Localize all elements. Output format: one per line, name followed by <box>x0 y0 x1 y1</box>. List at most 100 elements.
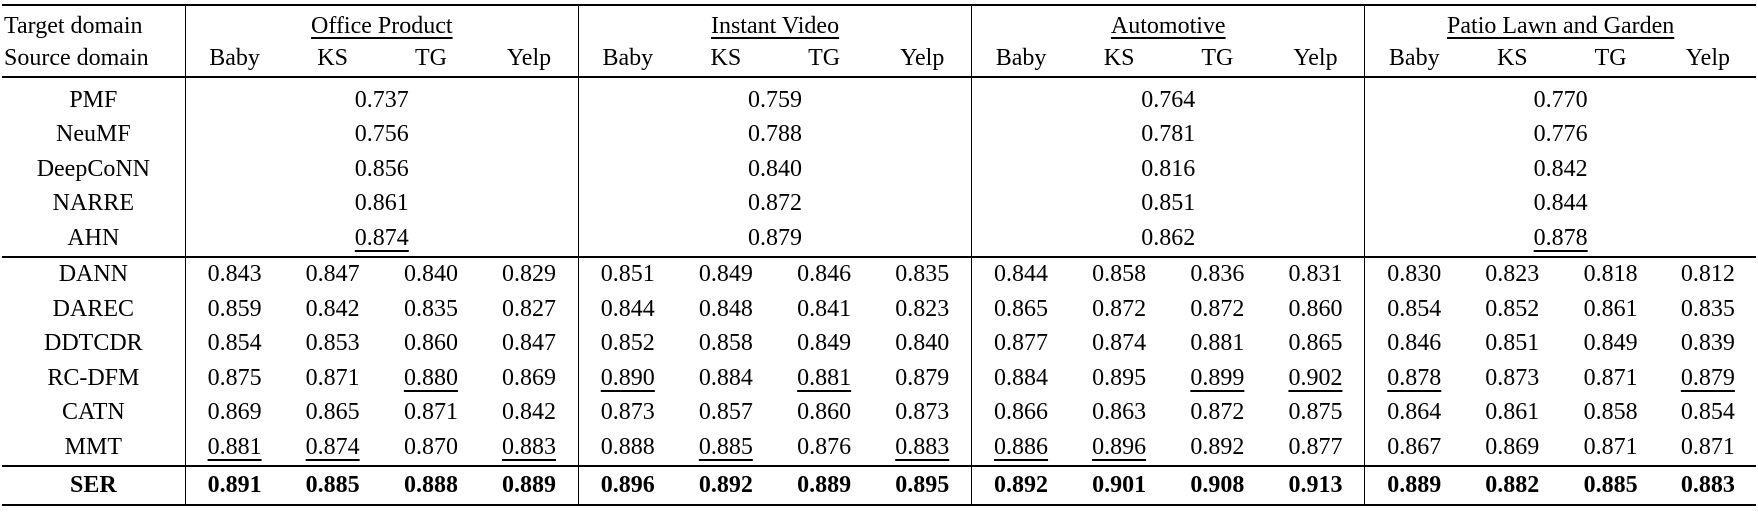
group-header-automotive: Automotive <box>971 4 1365 41</box>
table-cell: 0.885 <box>1561 464 1660 506</box>
table-cell: 0.851 <box>971 186 1365 221</box>
table-cell: 0.883 <box>502 433 556 460</box>
table-cell: 0.812 <box>1659 255 1756 292</box>
table-cell: 0.876 <box>797 433 852 460</box>
table-cell: 0.873 <box>577 395 677 430</box>
table-cell: 0.829 <box>480 255 579 292</box>
table-cell: 0.871 <box>403 399 458 426</box>
table-cell: 0.849 <box>1583 330 1638 357</box>
method-label: SER <box>2 464 186 506</box>
table-cell: 0.878 <box>1364 221 1756 257</box>
table-cell: 0.861 <box>1583 295 1638 322</box>
group-header-office-product: Office Product <box>184 4 579 41</box>
table-row-mmt: MMT 0.881 0.874 0.870 0.883 0.888 0.885 0.876 0.… <box>2 430 1756 466</box>
source-header-baby: Baby <box>1364 41 1464 78</box>
table-cell: 0.886 <box>971 430 1070 466</box>
table-cell: 0.879 <box>1680 364 1735 391</box>
table-cell: 0.756 <box>184 117 579 152</box>
table-cell: 0.854 <box>1364 292 1464 327</box>
table-cell: 0.823 <box>895 295 950 322</box>
table-cell: 0.870 <box>403 433 458 460</box>
table-cell: 0.865 <box>1288 330 1343 357</box>
table-cell: 0.869 <box>1485 433 1540 460</box>
table-cell: 0.889 <box>775 464 874 506</box>
table-cell: 0.857 <box>698 399 753 426</box>
group-header-instant-video: Instant Video <box>577 4 972 41</box>
source-header-ks: KS <box>1069 41 1169 78</box>
table-cell: 0.872 <box>1190 399 1245 426</box>
method-label: DDTCDR <box>44 330 143 357</box>
table-cell: 0.889 <box>480 464 579 506</box>
table-cell: 0.890 <box>577 361 677 396</box>
table-cell: 0.881 <box>797 364 852 391</box>
table-cell: 0.881 <box>1190 330 1245 357</box>
table-cell: 0.880 <box>403 364 458 391</box>
table-cell: 0.869 <box>502 364 556 391</box>
method-label: RC-DFM <box>47 364 140 391</box>
table-cell: 0.892 <box>1190 433 1245 460</box>
table-cell: 0.895 <box>1092 364 1147 391</box>
table-cell: 0.823 <box>1463 255 1562 292</box>
table-row-ddtcdr: DDTCDR 0.854 0.853 0.860 0.847 0.852 0.858 0.84… <box>2 326 1756 361</box>
source-header-baby: Baby <box>577 41 677 78</box>
table-cell: 0.856 <box>184 152 579 187</box>
table-cell: 0.860 <box>1288 295 1343 322</box>
method-label: NARRE <box>52 190 135 217</box>
method-label: DeepCoNN <box>36 155 150 182</box>
table-cell: 0.895 <box>873 464 972 506</box>
table-cell: 0.770 <box>1364 83 1756 118</box>
method-label: PMF <box>69 86 118 113</box>
table-cell: 0.884 <box>971 361 1070 396</box>
table-cell: 0.860 <box>403 330 458 357</box>
table-cell: 0.883 <box>1659 464 1756 506</box>
method-label: MMT <box>64 433 123 460</box>
source-header-baby: Baby <box>184 41 284 78</box>
group-header-patio-lawn-garden: Patio Lawn and Garden <box>1364 4 1756 41</box>
table-cell: 0.852 <box>1485 295 1540 322</box>
table-cell: 0.873 <box>1485 364 1540 391</box>
table-cell: 0.842 <box>502 399 556 426</box>
table-cell: 0.759 <box>577 83 972 118</box>
table-cell: 0.899 <box>1190 364 1245 391</box>
table-cell: 0.847 <box>283 255 382 292</box>
table-cell: 0.884 <box>698 364 753 391</box>
table-cell: 0.866 <box>971 395 1070 430</box>
table-cell: 0.858 <box>1069 255 1169 292</box>
table-cell: 0.852 <box>577 326 677 361</box>
table-cell: 0.871 <box>1583 364 1638 391</box>
table-cell: 0.849 <box>797 330 852 357</box>
table-cell: 0.865 <box>971 292 1070 327</box>
results-table: Target domain Office Product Instant Vid… <box>2 4 1756 506</box>
source-header-tg: TG <box>1561 41 1660 78</box>
source-header-yelp: Yelp <box>1266 41 1365 78</box>
method-label: NeuMF <box>56 121 131 148</box>
table-cell: 0.835 <box>873 255 972 292</box>
table-row-pmf: PMF 0.737 0.759 0.764 0.770 <box>2 83 1756 118</box>
table-row-rc-dfm: RC-DFM 0.875 0.871 0.880 0.869 0.890 0.884 0.88… <box>2 361 1756 396</box>
table-cell: 0.831 <box>1266 255 1365 292</box>
table-cell: 0.896 <box>1092 433 1147 460</box>
table-cell: 0.908 <box>1168 464 1267 506</box>
table-row-ahn: AHN 0.874 0.879 0.862 0.878 <box>2 221 1756 257</box>
source-header-yelp: Yelp <box>873 41 972 78</box>
table-cell: 0.874 <box>184 221 579 257</box>
source-header-yelp: Yelp <box>480 41 579 78</box>
table-cell: 0.788 <box>577 117 972 152</box>
table-cell: 0.871 <box>305 364 360 391</box>
source-header-tg: TG <box>1168 41 1267 78</box>
table-cell: 0.854 <box>184 326 284 361</box>
table-cell: 0.854 <box>1680 399 1735 426</box>
table-cell: 0.877 <box>1288 433 1343 460</box>
table-cell: 0.896 <box>577 464 677 506</box>
table-cell: 0.885 <box>698 433 753 460</box>
table-cell: 0.835 <box>1680 295 1735 322</box>
table-cell: 0.844 <box>971 255 1070 292</box>
table-cell: 0.840 <box>895 330 950 357</box>
spacer-row <box>2 77 1756 83</box>
table-cell: 0.871 <box>1680 433 1735 460</box>
table-cell: 0.840 <box>381 255 481 292</box>
target-domain-label: Target domain <box>2 4 186 41</box>
table-cell: 0.818 <box>1561 255 1660 292</box>
table-cell: 0.873 <box>895 399 950 426</box>
table-cell: 0.892 <box>676 464 775 506</box>
